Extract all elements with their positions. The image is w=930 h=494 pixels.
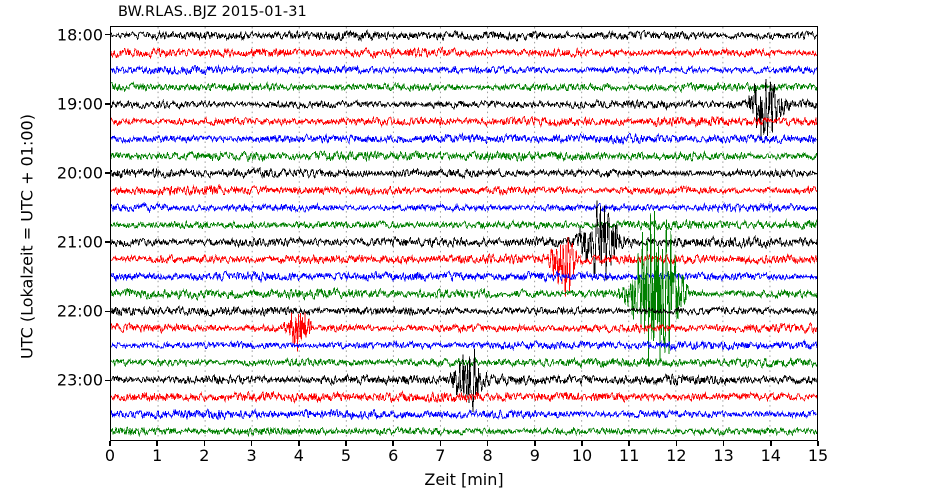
- plot-area: [110, 26, 818, 441]
- x-tick-mark: [581, 441, 583, 446]
- x-tick-mark: [817, 441, 819, 446]
- y-tick-mark: [105, 103, 110, 105]
- y-tick-mark: [105, 172, 110, 174]
- seismic-trace: [111, 210, 817, 367]
- x-axis-tick-labels: 0 1 2 3 4 5 6 7 8 9 10 11 12 13 14 15: [105, 446, 828, 470]
- x-tick-mark: [156, 441, 158, 446]
- seismic-trace: [111, 218, 817, 232]
- seismic-trace: [111, 339, 817, 352]
- x-tick-mark: [298, 441, 300, 446]
- seismic-trace: [111, 390, 817, 404]
- x-tick-label: 12: [666, 446, 687, 465]
- y-axis-tick-labels: 18:00 19:00 20:00 21:00 22:00 23:00: [0, 0, 103, 494]
- seismic-trace: [111, 305, 817, 318]
- seismic-trace: [111, 46, 817, 60]
- x-tick-mark: [109, 441, 111, 446]
- seismic-trace: [111, 183, 817, 197]
- x-tick-label: 0: [104, 446, 116, 465]
- seismic-trace: [111, 81, 817, 94]
- y-tick-label: 23:00: [56, 370, 103, 390]
- x-tick-label: 2: [199, 446, 210, 465]
- x-tick-mark: [675, 441, 678, 446]
- page-title: BW.RLAS..BJZ 2015-01-31: [118, 4, 307, 20]
- y-tick-label: 20:00: [56, 163, 103, 183]
- seismic-trace: [111, 408, 817, 421]
- y-tick-label: 22:00: [56, 301, 103, 321]
- x-axis-label: Zeit [min]: [424, 470, 504, 489]
- y-tick-label: 21:00: [56, 232, 103, 252]
- seismic-trace: [111, 132, 817, 146]
- x-tick-label: 7: [435, 446, 446, 465]
- x-tick-mark: [345, 441, 347, 446]
- x-tick-label: 13: [713, 446, 734, 465]
- x-tick-label: 9: [529, 446, 540, 465]
- x-tick-label: 15: [807, 446, 829, 465]
- x-tick-label: 6: [388, 446, 399, 465]
- x-tick-label: 11: [619, 446, 640, 465]
- y-tick-mark: [105, 310, 110, 313]
- x-tick-label: 14: [760, 446, 781, 465]
- seismic-trace: [111, 63, 817, 76]
- x-tick-label: 10: [571, 446, 593, 465]
- seismic-trace: [111, 349, 817, 413]
- y-tick-mark: [105, 379, 110, 382]
- x-tick-label: 1: [152, 446, 163, 465]
- x-tick-mark: [628, 441, 630, 446]
- x-tick-mark: [392, 441, 394, 446]
- seismic-trace: [111, 166, 817, 180]
- x-tick-mark: [439, 441, 442, 446]
- y-tick-mark: [105, 33, 110, 36]
- x-tick-label: 4: [293, 446, 304, 465]
- x-tick-label: 8: [482, 446, 493, 465]
- y-tick-label: 19:00: [56, 94, 103, 114]
- seismic-trace: [111, 115, 817, 128]
- seismic-trace: [111, 426, 817, 438]
- seismic-trace: [111, 79, 817, 141]
- seismic-trace: [111, 356, 817, 369]
- seismic-trace: [111, 236, 817, 297]
- y-axis-label: UTC (Lokalzeit = UTC + 01:00): [17, 114, 37, 359]
- seismic-trace: [111, 312, 817, 352]
- x-tick-label: 5: [340, 446, 352, 465]
- x-tick-mark: [486, 441, 489, 446]
- seismic-trace: [111, 29, 817, 42]
- x-tick-mark: [722, 441, 725, 446]
- x-tick-mark: [203, 441, 206, 446]
- x-tick-mark: [534, 441, 536, 446]
- y-tick-mark: [105, 241, 110, 243]
- seismic-trace: [111, 201, 817, 214]
- seismic-trace: [111, 200, 817, 281]
- grid-lines: [157, 27, 771, 440]
- x-tick-label: 3: [246, 446, 257, 465]
- y-tick-label: 18:00: [56, 25, 103, 45]
- x-tick-mark: [250, 441, 253, 446]
- seismic-trace: [111, 269, 817, 284]
- x-tick-mark: [770, 441, 772, 446]
- seismic-trace: [111, 149, 817, 163]
- seismic-traces: [111, 29, 817, 438]
